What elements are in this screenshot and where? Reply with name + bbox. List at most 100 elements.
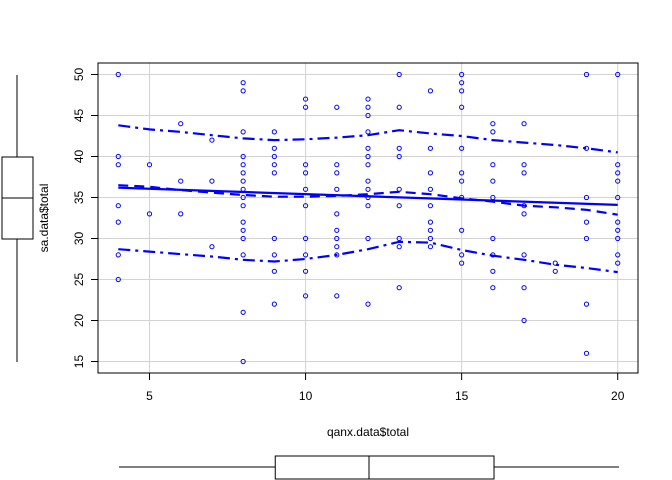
data-point: [365, 186, 371, 192]
data-point: [583, 219, 590, 225]
data-point: [396, 235, 402, 242]
data-point: [240, 194, 246, 201]
data-point: [521, 317, 527, 324]
data-point: [240, 88, 246, 94]
data-point: [240, 358, 246, 365]
data-point: [396, 203, 402, 209]
data-point: [302, 186, 309, 192]
y-tick-label: 25: [72, 273, 86, 287]
data-point: [334, 244, 340, 250]
data-point: [396, 145, 402, 151]
data-point: [302, 170, 309, 176]
data-point: [459, 170, 465, 176]
data-point: [365, 104, 371, 110]
data-point: [583, 71, 590, 78]
data-point: [552, 268, 558, 274]
data-point: [615, 194, 621, 201]
data-point: [334, 170, 340, 176]
data-point: [146, 211, 153, 217]
data-point: [271, 153, 277, 160]
data-point: [396, 153, 402, 160]
series-line-dashdot: [118, 124, 618, 154]
data-point: [302, 96, 309, 102]
data-point: [459, 194, 465, 201]
data-point: [583, 194, 590, 201]
data-point: [334, 104, 340, 110]
series-line-solid: [118, 186, 618, 206]
data-point: [583, 350, 590, 356]
data-point: [583, 235, 590, 242]
data-point: [459, 104, 465, 110]
data-point: [302, 293, 309, 299]
data-point: [396, 186, 402, 192]
data-point: [427, 219, 434, 225]
data-point: [240, 235, 246, 242]
data-point: [459, 71, 465, 78]
data-point: [459, 178, 465, 184]
x-tick-label: 10: [299, 389, 313, 403]
data-point: [302, 268, 309, 274]
data-point: [178, 211, 184, 217]
data-point: [334, 252, 340, 258]
data-point: [271, 170, 277, 176]
data-point: [302, 252, 309, 258]
data-point: [240, 203, 246, 209]
data-point: [490, 178, 496, 184]
data-point: [302, 203, 309, 209]
data-point: [490, 285, 496, 291]
data-point: [365, 178, 371, 184]
data-point: [271, 235, 277, 242]
data-point: [365, 235, 371, 242]
data-point: [396, 244, 402, 250]
data-point: [583, 301, 590, 307]
data-point: [178, 121, 184, 127]
data-point: [552, 260, 558, 266]
grid: [98, 63, 638, 373]
data-point: [240, 162, 246, 168]
data-point: [490, 235, 496, 242]
data-point: [521, 285, 527, 291]
data-point: [615, 162, 621, 168]
x-tick-label: 15: [455, 389, 469, 403]
data-point: [490, 194, 496, 201]
data-point: [115, 203, 121, 209]
data-point: [365, 129, 371, 135]
y-tick-label: 20: [72, 314, 86, 328]
data-point: [365, 194, 371, 201]
data-point: [615, 170, 621, 176]
data-point: [459, 227, 465, 233]
data-point: [240, 227, 246, 233]
data-point: [615, 235, 621, 242]
x-tick-label: 20: [611, 389, 625, 403]
data-point: [240, 178, 246, 184]
data-point: [490, 129, 496, 135]
data-point: [240, 170, 246, 176]
data-point: [396, 71, 402, 78]
data-point: [521, 211, 527, 217]
data-point: [115, 153, 121, 160]
data-point: [240, 186, 246, 192]
data-point: [334, 211, 340, 217]
data-point: [490, 268, 496, 274]
data-point: [115, 219, 121, 225]
series-line-dashed: [118, 184, 618, 216]
data-point: [615, 219, 621, 225]
smoother-lines: [118, 124, 618, 274]
data-points: [115, 71, 621, 365]
data-point: [521, 203, 527, 209]
data-point: [583, 145, 590, 151]
data-point: [209, 244, 215, 250]
data-point: [115, 252, 121, 258]
data-point: [334, 162, 340, 168]
data-point: [615, 71, 621, 78]
y-tick-label: 15: [72, 355, 86, 369]
data-point: [115, 162, 121, 168]
data-point: [459, 252, 465, 258]
data-point: [427, 227, 434, 233]
data-point: [427, 170, 434, 176]
data-point: [521, 162, 527, 168]
data-point: [365, 301, 371, 307]
data-point: [334, 235, 340, 242]
data-point: [334, 186, 340, 192]
